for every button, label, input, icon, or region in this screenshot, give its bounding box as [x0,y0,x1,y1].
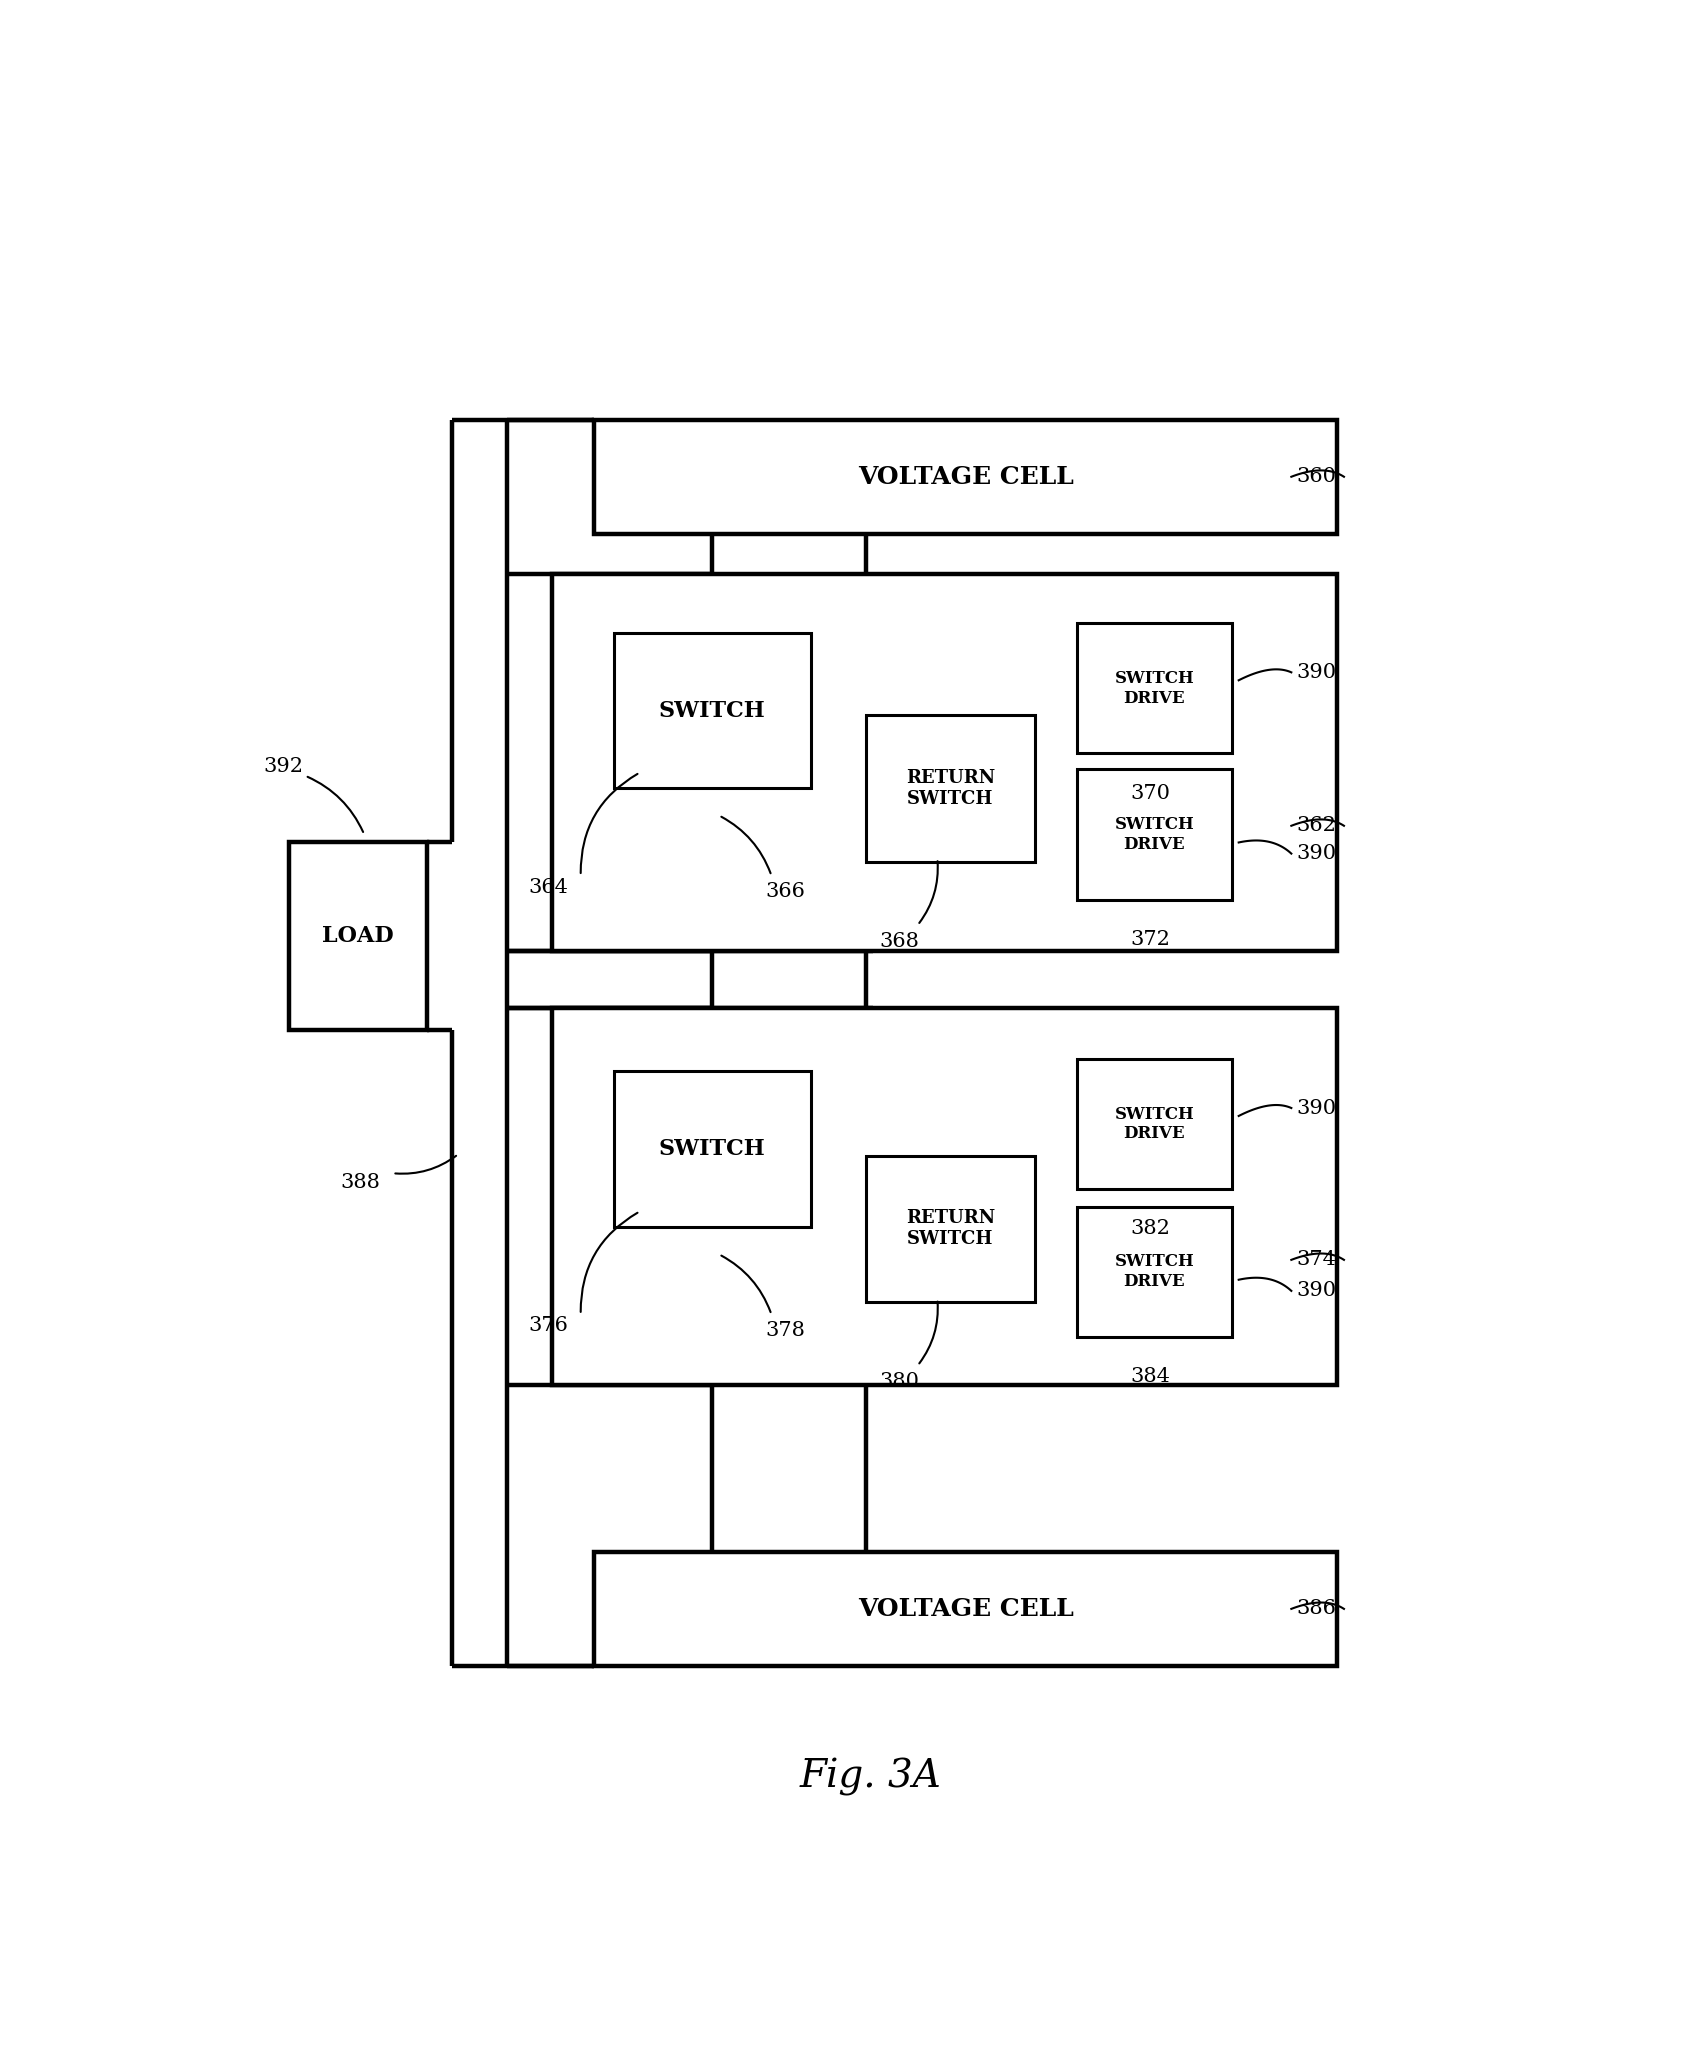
Text: SWITCH
DRIVE: SWITCH DRIVE [1114,1105,1194,1142]
Text: RETURN
SWITCH: RETURN SWITCH [905,768,995,807]
Text: 390: 390 [1297,1282,1336,1301]
Text: 360: 360 [1297,467,1336,485]
Text: 382: 382 [1131,1218,1170,1239]
Text: 386: 386 [1297,1600,1336,1619]
Bar [613,632,812,789]
Text: 364: 364 [528,878,567,896]
Text: 376: 376 [528,1315,567,1336]
Text: 366: 366 [764,882,805,900]
Text: 388: 388 [340,1173,380,1192]
Text: SWITCH
DRIVE: SWITCH DRIVE [1114,816,1194,853]
Text: SWITCH: SWITCH [659,700,766,721]
Bar [1077,1206,1233,1336]
Bar [552,574,1338,950]
Text: 370: 370 [1131,785,1172,803]
Text: 384: 384 [1131,1367,1170,1386]
Bar [594,419,1338,535]
Text: SWITCH: SWITCH [659,1138,766,1161]
Text: 372: 372 [1131,929,1170,950]
Bar [866,1156,1034,1303]
Text: Fig. 3A: Fig. 3A [800,1759,941,1797]
Text: VOLTAGE CELL: VOLTAGE CELL [857,465,1073,489]
Text: 390: 390 [1297,845,1336,863]
Bar [1077,1059,1233,1189]
Text: 390: 390 [1297,663,1336,681]
Text: 368: 368 [880,931,919,950]
Text: SWITCH
DRIVE: SWITCH DRIVE [1114,1253,1194,1291]
Text: 380: 380 [880,1371,919,1392]
Bar [1077,624,1233,754]
Bar [613,1072,812,1227]
Text: RETURN
SWITCH: RETURN SWITCH [905,1210,995,1247]
Text: VOLTAGE CELL: VOLTAGE CELL [857,1596,1073,1621]
Bar [289,843,426,1030]
Bar [866,714,1034,861]
Bar [594,1551,1338,1666]
Text: 374: 374 [1297,1251,1336,1270]
Text: 362: 362 [1297,816,1336,834]
Text: LOAD: LOAD [323,925,394,948]
Text: 392: 392 [263,756,302,776]
Text: 390: 390 [1297,1099,1336,1117]
Bar [552,1008,1338,1386]
Text: SWITCH
DRIVE: SWITCH DRIVE [1114,669,1194,706]
Text: 378: 378 [764,1322,805,1340]
Bar [1077,770,1233,900]
